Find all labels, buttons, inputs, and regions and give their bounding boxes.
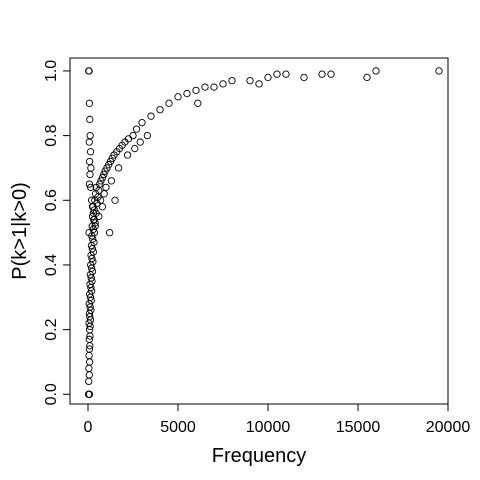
data-point xyxy=(87,183,95,192)
data-point xyxy=(165,99,173,107)
data-point xyxy=(90,238,98,246)
data-point xyxy=(91,222,99,230)
data-point xyxy=(86,148,95,156)
data-point xyxy=(156,106,164,114)
x-tick-label: 20000 xyxy=(426,419,471,436)
data-point xyxy=(98,203,107,211)
data-point xyxy=(100,170,108,179)
data-point xyxy=(85,138,93,146)
y-axis: 0.0 0.2 0.4 0.6 0.8 1.0 xyxy=(43,60,70,405)
data-point xyxy=(96,196,105,204)
data-point xyxy=(147,112,155,120)
data-point xyxy=(111,196,119,204)
y-axis-label: P(k>1|k>0) xyxy=(9,182,31,279)
data-point xyxy=(105,228,114,237)
data-point xyxy=(138,119,146,127)
data-point xyxy=(85,157,94,166)
data-point xyxy=(85,371,93,379)
data-point xyxy=(85,358,94,366)
data-point xyxy=(86,170,94,179)
y-tick-label: 0.8 xyxy=(43,124,60,146)
data-point xyxy=(192,86,200,94)
data-point xyxy=(318,70,326,78)
data-point xyxy=(246,76,254,85)
y-tick-label: 0.2 xyxy=(43,318,60,340)
data-point xyxy=(85,99,94,107)
data-point xyxy=(85,67,93,75)
data-point xyxy=(435,67,443,75)
x-axis: 0 5000 10000 15000 20000 xyxy=(84,404,471,436)
data-point xyxy=(89,258,97,266)
x-tick-label: 5000 xyxy=(160,419,196,436)
data-point xyxy=(273,70,281,78)
x-axis-label: Frequency xyxy=(212,445,307,467)
data-point xyxy=(282,70,290,78)
data-point xyxy=(85,345,94,353)
data-point xyxy=(372,67,380,75)
data-point xyxy=(87,164,95,172)
data-point xyxy=(131,144,139,153)
data-point xyxy=(123,151,132,159)
data-point xyxy=(228,76,236,85)
data-point xyxy=(86,131,94,140)
data-point xyxy=(327,70,335,78)
y-tick-label: 0.4 xyxy=(43,254,60,276)
data-point xyxy=(219,80,227,88)
data-point xyxy=(85,351,93,360)
data-point xyxy=(85,377,93,386)
data-point xyxy=(85,364,93,373)
data-point xyxy=(264,73,272,82)
data-point xyxy=(255,80,263,88)
data-point xyxy=(210,83,218,91)
data-point xyxy=(86,115,94,124)
y-tick-label: 0.0 xyxy=(43,383,60,405)
x-tick-label: 10000 xyxy=(246,419,291,436)
data-point xyxy=(132,125,141,133)
data-point xyxy=(201,83,209,91)
x-tick-label: 0 xyxy=(84,419,93,436)
data-point xyxy=(95,212,103,221)
y-tick-label: 1.0 xyxy=(43,60,60,82)
data-point xyxy=(85,390,94,398)
data-point xyxy=(88,267,97,276)
data-point xyxy=(89,235,97,243)
data-point xyxy=(136,138,144,146)
data-point xyxy=(363,73,371,82)
plot-frame xyxy=(69,57,449,405)
data-point xyxy=(97,177,105,185)
data-point xyxy=(96,180,104,188)
data-point xyxy=(89,248,98,256)
data-point xyxy=(85,335,93,343)
data-points xyxy=(84,67,443,398)
data-point xyxy=(107,177,116,185)
data-point xyxy=(183,89,191,98)
y-tick-label: 0.6 xyxy=(43,189,60,211)
x-tick-label: 15000 xyxy=(336,419,381,436)
data-point xyxy=(102,183,110,192)
data-point xyxy=(174,93,182,101)
data-point xyxy=(114,164,123,172)
data-point xyxy=(143,131,152,140)
data-point xyxy=(85,180,94,188)
data-point xyxy=(129,131,137,140)
data-point xyxy=(194,99,202,107)
data-point xyxy=(98,173,107,182)
data-point xyxy=(91,219,99,227)
data-point xyxy=(100,190,108,198)
data-point xyxy=(300,73,308,82)
